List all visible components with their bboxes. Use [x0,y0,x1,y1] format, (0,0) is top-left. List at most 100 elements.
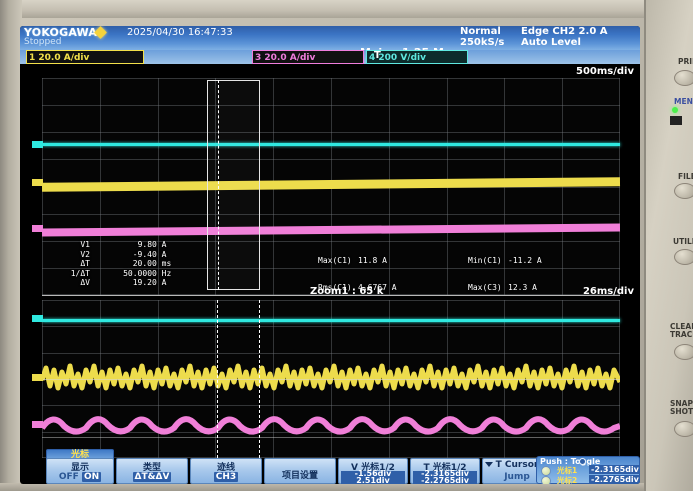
channel-marker-ch3-main[interactable] [32,225,43,232]
type-value: ΔT&ΔV [132,472,172,482]
softkey-item-setup-title: 项目设置 [281,471,318,481]
bezel-left [0,0,22,491]
sample-rate-label: 250kS/s [460,37,505,48]
cursor-unit-v2: A [161,249,167,259]
trigger-position-marker: T [374,50,381,61]
cursor-key-v2: V2 [80,249,90,259]
zoom-timebase-label: 26ms/div [582,286,634,297]
main-waveform-area[interactable] [41,78,621,295]
cursor-readout-row: V2 -9.40 A [64,250,171,260]
softkey-t-cursor[interactable]: T 光标1/2 -2.3165div -2.2765div [410,458,480,484]
softkey-display[interactable]: 显示 OFF ON [46,458,114,484]
utility-button[interactable] [674,249,693,265]
channel-setting-ch3[interactable]: 3 20.0 A/div [252,50,364,64]
file-button[interactable] [674,183,693,199]
acquisition-status: Stopped [24,37,62,47]
t-cursor-1-value: -2.3165div [421,469,469,478]
cursor-value-v2: -9.40 [132,249,157,259]
measure-r-label-0: Min(C1) [468,256,502,265]
trace-ch4-main [42,143,620,146]
zoom-record-label: Zoom1 : 65 k [310,286,384,297]
channel-marker-ch1-zoom[interactable] [32,374,43,381]
voltage-cursor-2[interactable] [42,437,620,438]
cursor-value-v1: 9.80 [137,240,157,249]
softkey-trace[interactable]: 迹线 CH3 [190,458,262,484]
t-cursor-2-value: -2.2765div [421,475,469,484]
push-toggle-title: Push : Toggle [540,457,601,466]
channel-ch3-label: 3 20.0 A/div [255,53,316,63]
trace-ch3-zoom [42,416,620,435]
measure-label-0: Max(C1) [318,256,352,265]
measure-r-value-1: 12.3 A [508,283,537,292]
zoom-window-center-cursor[interactable] [218,80,220,290]
cursor-readout-block: V1 9.80 A V2 -9.40 A ΔT 20.00 ms 1/ΔT 50… [64,240,172,288]
softkey-display-sub: OFF ON [47,472,113,482]
cursor-value-inv-dt: 50.0000 [123,268,157,278]
softkey-type-sub: ΔT&ΔV [117,472,187,482]
push-knob-icon [579,458,586,465]
measurement-row: Rms(C1) 4.6767 A [318,283,401,292]
t-cursor-values: -2.3165div -2.2765div [413,469,477,484]
channel-ch1-label: 1 20.0 A/div [29,53,90,63]
zoom-waveform-area[interactable] [42,300,620,459]
channel-marker-ch3-zoom[interactable] [32,421,43,428]
channel-marker-ch1-main[interactable] [32,179,43,186]
measurement-row: Min(C1) -11.2 A [468,256,551,265]
channel-marker-ch4-zoom[interactable] [32,315,43,322]
measure-value-0: 11.8 A [358,256,387,265]
channel-marker-ch4-main[interactable] [32,141,43,148]
utility-label: UTILITY [673,237,693,246]
oscilloscope-screen: YOKOGAWA Stopped 2025/04/30 16:47:33 Nor… [20,26,640,484]
cursor-unit-dv: A [161,278,167,287]
zoom-window-box[interactable] [206,80,260,290]
clear-trace-button[interactable] [674,344,693,360]
cursor-unit-dt: ms [161,259,172,268]
cursor-unit-inv-dt: Hz [161,268,172,278]
measure-r-value-0: -11.2 A [508,256,542,265]
softkey-cursor-jump-sub: Jump [504,472,530,482]
softkey-display-title: 显示 [70,463,89,473]
cursor1-knob-icon[interactable] [541,466,551,476]
softkey-trace-sub: CH3 [191,472,261,482]
push-cursor2-label: 光标2 [557,476,578,484]
cursor-key-dv: ΔV [80,278,90,287]
print-label: PRINT [678,57,693,66]
acq-mode-label: Normal [460,26,501,37]
softkey-t-cursor-title: T 光标1/2 [423,463,467,473]
voltage-cursor-1[interactable] [42,379,620,380]
measure-r-label-1: Max(C3) [468,283,502,292]
push-toggle-panel[interactable]: Push : Toggle 光标1 -2.3165div 光标2 -2.2765… [536,456,640,484]
push-cursor2-value: -2.2765div [589,475,640,484]
push-cursor1-value: -2.3165div [589,465,640,474]
channel-ch4-label: 4 200 V/div [369,53,426,63]
v-cursor-1-value: -1.56div [354,469,392,478]
trace-value: CH3 [213,472,239,482]
front-panel-right: PRINT MENU FILE UTILITY CLEAR TRACE SNAP… [644,0,693,491]
softkey-item-setup[interactable]: 项目设置 [264,458,336,484]
print-button[interactable] [674,70,693,86]
trace-ch4-zoom [42,318,620,322]
screen-header: YOKOGAWA Stopped 2025/04/30 16:47:33 Nor… [20,26,640,59]
chevron-down-icon [485,462,493,467]
menu-label: MENU [674,97,693,106]
display-on-option[interactable]: ON [81,472,102,482]
display-off-option[interactable]: OFF [58,472,79,482]
datetime-label: 2025/04/30 16:47:33 [127,27,233,38]
softkey-v-cursor[interactable]: V 光标1/2 -1.56div 2.51div [338,458,408,484]
softkey-type[interactable]: 类型 ΔT&ΔV [116,458,188,484]
softkey-v-cursor-title: V 光标1/2 [351,463,395,473]
cursor-key-dt: ΔT [80,259,90,268]
channel-setting-ch4[interactable]: 4 200 V/div [366,50,468,64]
measure-label-1: Rms(C1) [318,283,352,292]
channel-setting-ch1[interactable]: 1 20.0 A/div [26,50,144,64]
snap-shot-button[interactable] [674,421,693,437]
brand-label: YOKOGAWA [24,26,98,39]
power-led-indicator [672,107,678,113]
cursor2-knob-icon[interactable] [541,476,551,484]
cursor-value-dv: 19.20 [132,278,157,287]
cursor-key-v1: V1 [80,240,90,249]
softkey-cursor-jump-title: T Cursor [495,460,539,470]
cursor-readout-row: ΔV 19.20 A [64,278,171,288]
trace-ch1-zoom [42,363,620,391]
